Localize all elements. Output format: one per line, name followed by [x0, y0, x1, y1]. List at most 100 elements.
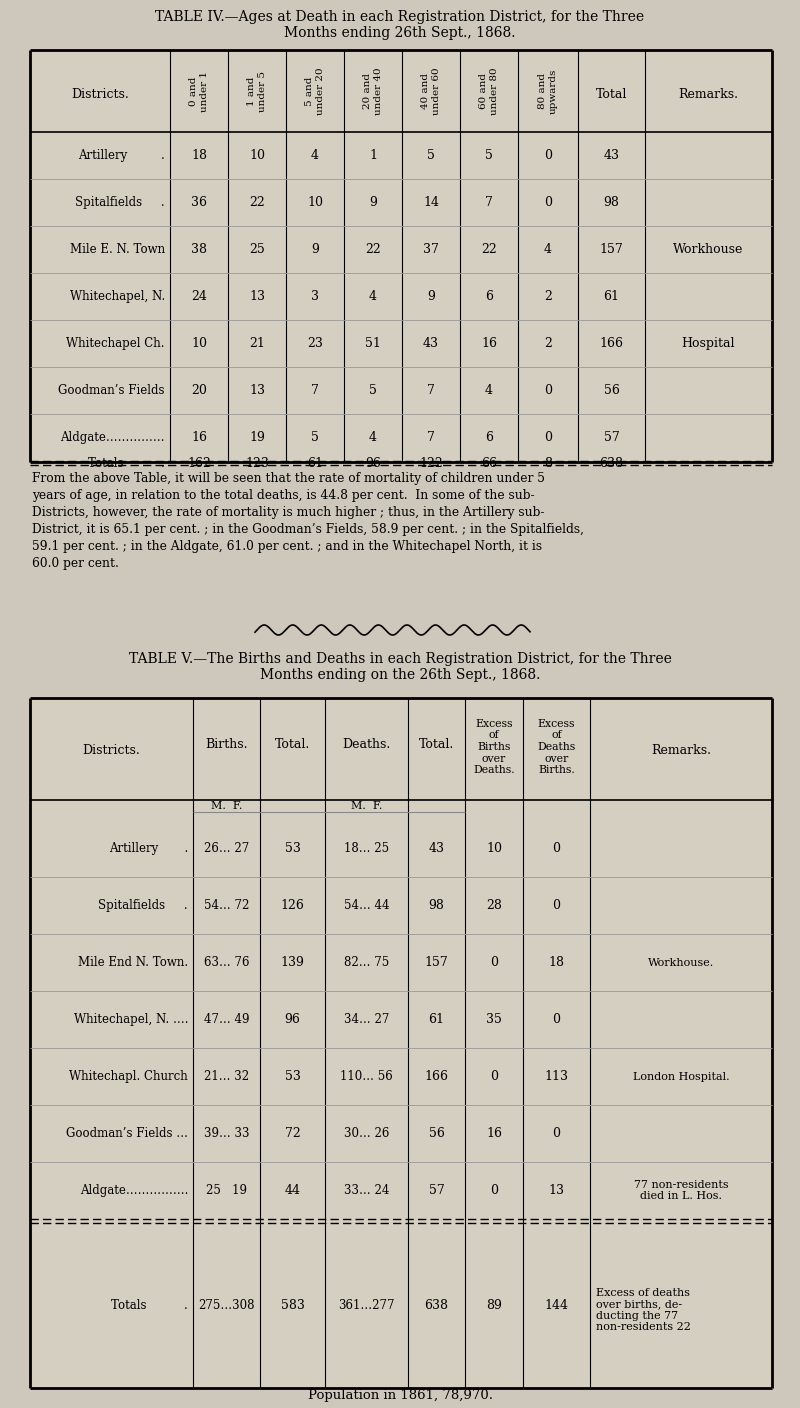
Text: Excess
of
Births
over
Deaths.: Excess of Births over Deaths.: [473, 719, 515, 776]
Text: 583: 583: [281, 1300, 305, 1312]
Text: 9: 9: [427, 290, 435, 303]
Text: 162: 162: [187, 458, 211, 470]
Text: Totals          .: Totals .: [111, 1300, 188, 1312]
Text: 10: 10: [191, 337, 207, 351]
Text: Goodman’s Fields: Goodman’s Fields: [58, 384, 165, 397]
Text: 0: 0: [553, 1126, 561, 1140]
Text: 24: 24: [191, 290, 207, 303]
Text: 21: 21: [249, 337, 265, 351]
Text: 25: 25: [249, 244, 265, 256]
Text: 144: 144: [545, 1300, 569, 1312]
Text: TABLE V.—The Births and Deaths in each Registration District, for the Three
Mont: TABLE V.—The Births and Deaths in each R…: [129, 652, 671, 683]
Text: 638: 638: [425, 1300, 449, 1312]
Text: 157: 157: [425, 956, 448, 969]
Text: 5: 5: [427, 149, 435, 162]
Text: 59.1 per cent. ; in the Aldgate, 61.0 per cent. ; and in the Whitechapel North, : 59.1 per cent. ; in the Aldgate, 61.0 pe…: [32, 541, 542, 553]
Text: 7: 7: [485, 196, 493, 208]
Text: 36: 36: [191, 196, 207, 208]
Text: 28: 28: [486, 898, 502, 912]
Text: 10: 10: [307, 196, 323, 208]
Text: Spitalfields     .: Spitalfields .: [98, 898, 188, 912]
Text: 61: 61: [603, 290, 619, 303]
Text: 96: 96: [285, 1012, 301, 1026]
Text: 26… 27: 26… 27: [204, 842, 249, 855]
Text: 30… 26: 30… 26: [344, 1126, 389, 1140]
Text: 5: 5: [369, 384, 377, 397]
Text: 43: 43: [423, 337, 439, 351]
Text: 22: 22: [481, 244, 497, 256]
Text: 57: 57: [429, 1184, 444, 1197]
Text: Remarks.: Remarks.: [651, 745, 711, 758]
Text: 22: 22: [249, 196, 265, 208]
Text: 0: 0: [490, 1070, 498, 1083]
Text: 6: 6: [485, 431, 493, 444]
Text: 18… 25: 18… 25: [344, 842, 389, 855]
Text: 60 and
under 80: 60 and under 80: [479, 68, 498, 115]
Bar: [30, 698, 772, 1388]
Text: 7: 7: [427, 431, 435, 444]
Text: 1 and
under 5: 1 and under 5: [247, 70, 266, 111]
Text: Deaths.: Deaths.: [342, 739, 390, 752]
Text: 13: 13: [249, 290, 265, 303]
Text: 53: 53: [285, 842, 301, 855]
Bar: [30, 51, 772, 462]
Text: 37: 37: [423, 244, 439, 256]
Text: 14: 14: [423, 196, 439, 208]
Text: Mile E. N. Town: Mile E. N. Town: [70, 244, 165, 256]
Text: M.  F.: M. F.: [211, 801, 242, 811]
Text: Totals          .: Totals .: [88, 458, 165, 470]
Text: 166: 166: [425, 1070, 449, 1083]
Text: 19: 19: [249, 431, 265, 444]
Text: From the above Table, it will be seen that the rate of mortality of children und: From the above Table, it will be seen th…: [32, 472, 545, 484]
Text: 57: 57: [604, 431, 619, 444]
Text: Excess
of
Deaths
over
Births.: Excess of Deaths over Births.: [538, 719, 576, 776]
Text: 4: 4: [311, 149, 319, 162]
Text: Whitechapel Ch.: Whitechapel Ch.: [66, 337, 165, 351]
Text: 638: 638: [599, 458, 623, 470]
Text: 38: 38: [191, 244, 207, 256]
Text: 0 and
under 1: 0 and under 1: [190, 70, 209, 111]
Text: 89: 89: [486, 1300, 502, 1312]
Text: 0: 0: [553, 842, 561, 855]
Text: 0: 0: [544, 149, 552, 162]
Text: Total.: Total.: [275, 739, 310, 752]
Text: 40 and
under 60: 40 and under 60: [422, 68, 441, 115]
Text: 25   19: 25 19: [206, 1184, 247, 1197]
Text: Districts, however, the rate of mortality is much higher ; thus, in the Artiller: Districts, however, the rate of mortalit…: [32, 505, 545, 520]
Text: Districts.: Districts.: [71, 89, 129, 101]
Text: 39… 33: 39… 33: [204, 1126, 250, 1140]
Text: Whitechapl. Church: Whitechapl. Church: [70, 1070, 188, 1083]
Text: 6: 6: [485, 290, 493, 303]
Text: 98: 98: [603, 196, 619, 208]
Text: 275…308: 275…308: [198, 1300, 254, 1312]
Text: Births.: Births.: [206, 739, 248, 752]
Text: 5: 5: [485, 149, 493, 162]
Text: 18: 18: [549, 956, 565, 969]
Text: 16: 16: [191, 431, 207, 444]
Text: 98: 98: [429, 898, 445, 912]
Text: 7: 7: [311, 384, 319, 397]
Text: Goodman’s Fields …: Goodman’s Fields …: [66, 1126, 188, 1140]
Text: 166: 166: [599, 337, 623, 351]
Text: 13: 13: [549, 1184, 565, 1197]
Text: Population in 1861, 78,970.: Population in 1861, 78,970.: [307, 1388, 493, 1401]
Text: 60.0 per cent.: 60.0 per cent.: [32, 558, 119, 570]
Text: 54… 44: 54… 44: [344, 898, 390, 912]
Text: 5 and
under 20: 5 and under 20: [306, 68, 325, 115]
Text: 0: 0: [553, 898, 561, 912]
Text: Spitalfields     .: Spitalfields .: [75, 196, 165, 208]
Text: 47… 49: 47… 49: [204, 1012, 250, 1026]
Text: Workhouse.: Workhouse.: [648, 957, 714, 967]
Text: Total: Total: [596, 89, 627, 101]
Text: years of age, in relation to the total deaths, is 44.8 per cent.  In some of the: years of age, in relation to the total d…: [32, 489, 534, 503]
Text: 0: 0: [544, 196, 552, 208]
Text: London Hospital.: London Hospital.: [633, 1071, 730, 1081]
Text: 77 non-residents
died in L. Hos.: 77 non-residents died in L. Hos.: [634, 1180, 728, 1201]
Text: 16: 16: [486, 1126, 502, 1140]
Text: Remarks.: Remarks.: [678, 89, 738, 101]
Text: Total.: Total.: [419, 739, 454, 752]
Text: 61: 61: [429, 1012, 445, 1026]
Text: 0: 0: [553, 1012, 561, 1026]
Text: 63… 76: 63… 76: [204, 956, 250, 969]
Text: 157: 157: [600, 244, 623, 256]
